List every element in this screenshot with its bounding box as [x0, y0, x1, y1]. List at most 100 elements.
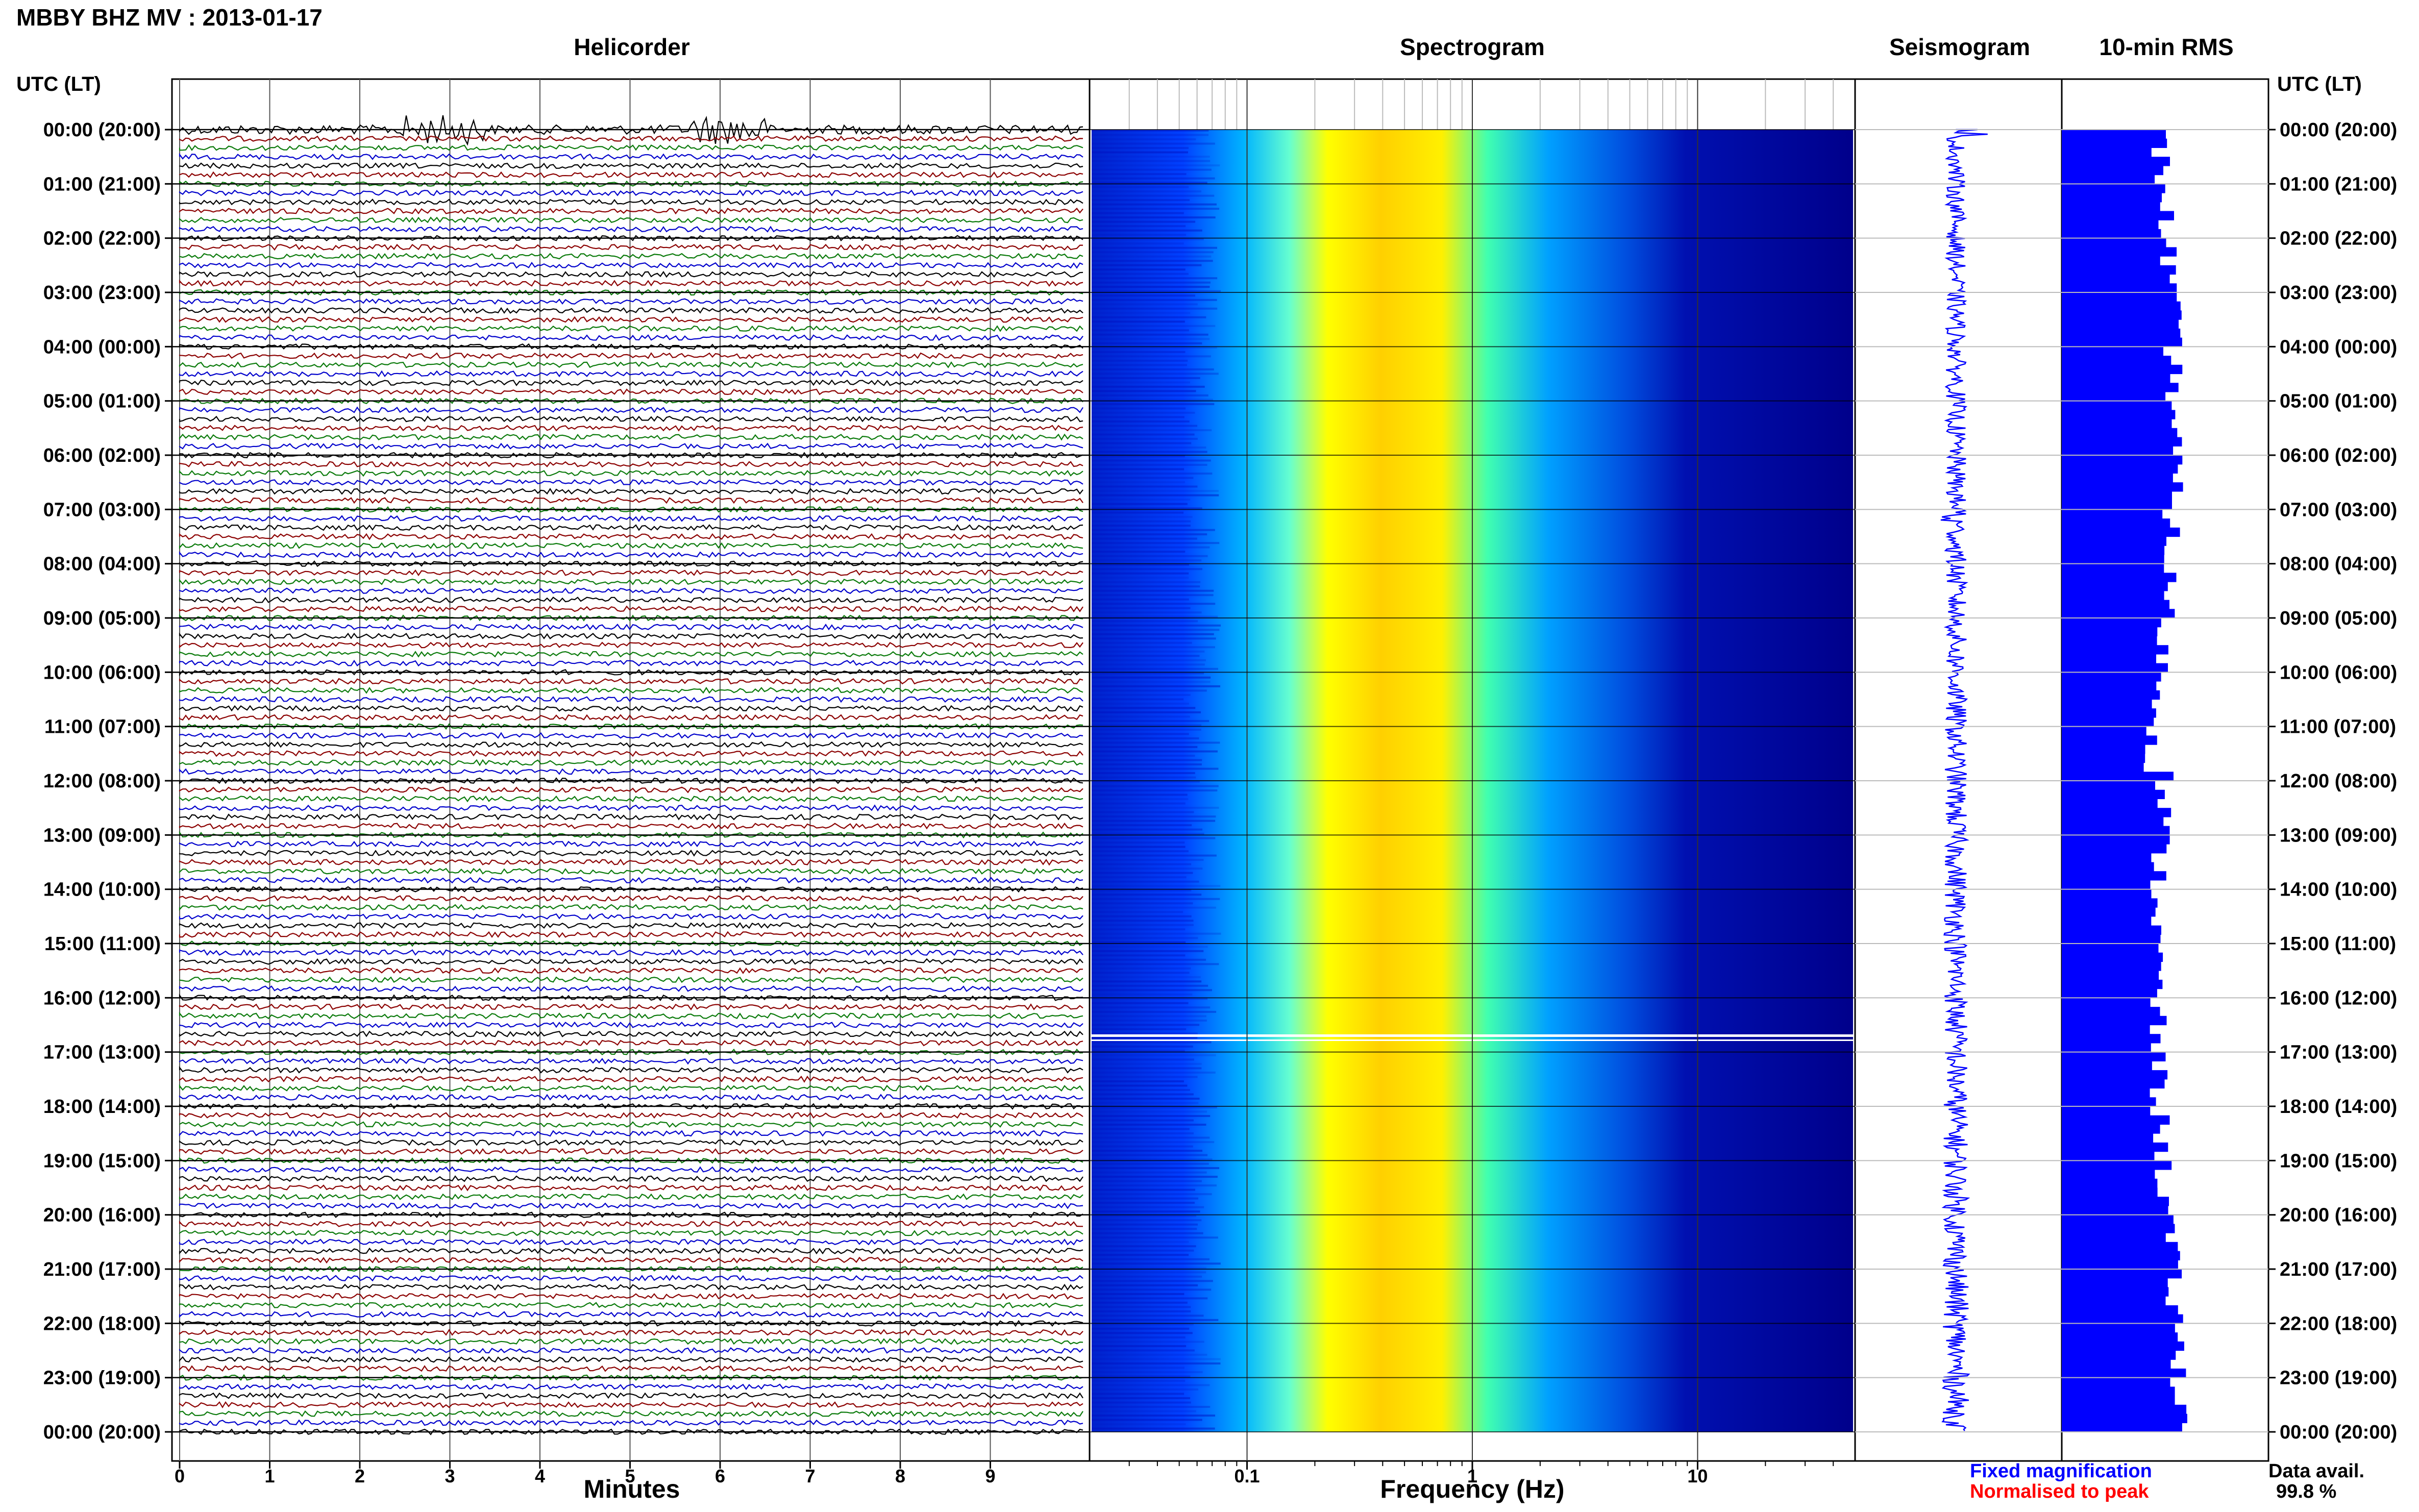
spectrogram-row-streak: [1092, 551, 1186, 553]
spectrogram-row-streak: [1092, 728, 1201, 731]
spectrogram-row-streak: [1092, 724, 1202, 727]
rms-bar: [2062, 1341, 2184, 1351]
spectrogram-row-streak: [1092, 490, 1219, 492]
spectrogram-row-streak: [1092, 537, 1197, 540]
rms-bar: [2062, 971, 2159, 980]
helicorder-trace: [179, 189, 1083, 196]
time-label-right: 02:00 (22:00): [2280, 228, 2397, 250]
spectrogram-row-streak: [1092, 1010, 1217, 1013]
spectrogram-row-streak: [1092, 542, 1220, 544]
spectrogram-row-streak: [1092, 1384, 1210, 1386]
spectrogram-x-tick-label: 1: [1467, 1466, 1477, 1486]
helicorder-trace: [179, 668, 1083, 677]
spectrogram-row-streak: [1092, 364, 1187, 366]
helicorder-trace: [179, 253, 1083, 260]
spectrogram-row-streak: [1092, 611, 1202, 614]
spectrogram-row-streak: [1092, 1293, 1184, 1295]
rms-bar: [2062, 789, 2165, 799]
helicorder-trace: [179, 1130, 1083, 1137]
spectrogram-row-streak: [1092, 407, 1186, 410]
spectrogram-row-streak: [1092, 1275, 1202, 1278]
rms-bar: [2062, 563, 2164, 573]
rms-bar: [2062, 934, 2161, 944]
spectrogram-row-streak: [1092, 346, 1217, 349]
rms-bar: [2062, 518, 2170, 528]
spectrogram-row-streak: [1092, 693, 1191, 696]
helicorder-trace: [179, 696, 1083, 703]
rms-bar: [2062, 1269, 2182, 1279]
spectrogram-row-streak: [1092, 473, 1213, 475]
helicorder-trace: [179, 261, 1083, 269]
helicorder-trace: [179, 524, 1083, 531]
rms-bar: [2062, 735, 2157, 745]
helicorder-trace: [179, 497, 1083, 504]
spectrogram-row-streak: [1092, 303, 1198, 306]
time-label-right: 21:00 (17:00): [2280, 1259, 2397, 1280]
time-label-right: 15:00 (11:00): [2280, 933, 2396, 955]
spectrogram-row-streak: [1092, 333, 1208, 336]
helicorder-trace: [179, 1103, 1083, 1110]
time-label-right: 00:00 (20:00): [2280, 1422, 2397, 1443]
time-label-left: 23:00 (19:00): [43, 1368, 161, 1389]
helicorder-trace: [179, 135, 1083, 142]
spectrogram-row-streak: [1092, 659, 1206, 661]
time-label-right: 05:00 (01:00): [2280, 391, 2397, 412]
helicorder-trace: [179, 759, 1083, 766]
spectrogram-row-streak: [1092, 1067, 1202, 1070]
rms-bar: [2062, 717, 2154, 727]
spectrogram-row-streak: [1092, 1084, 1188, 1087]
rms-bar: [2062, 1015, 2167, 1026]
spectrogram-row-streak: [1092, 954, 1186, 957]
spectrogram-row-streak: [1092, 1323, 1194, 1326]
helicorder-trace: [179, 370, 1083, 378]
spectrogram-row-streak: [1092, 329, 1189, 332]
spectrogram-row-streak: [1092, 429, 1212, 431]
spectrogram-row-streak: [1092, 1080, 1184, 1082]
spectrogram-row-streak: [1092, 828, 1203, 831]
time-label-left: 19:00 (15:00): [43, 1150, 161, 1172]
utc-right-header: UTC (LT): [2277, 73, 2362, 95]
spectrogram-row-streak: [1092, 1214, 1197, 1217]
time-label-left: 00:00 (20:00): [43, 119, 161, 141]
rms-bar: [2062, 898, 2158, 908]
spectrogram-row-streak: [1092, 1284, 1198, 1286]
spectrogram-row-streak: [1092, 1375, 1191, 1378]
rms-bar: [2062, 310, 2182, 320]
spectrogram-row-streak: [1092, 585, 1200, 588]
spectrogram-row-streak: [1092, 937, 1198, 939]
rms-bar: [2062, 193, 2162, 203]
spectrogram-row-streak: [1092, 1332, 1193, 1334]
rms-bar: [2062, 907, 2156, 917]
spectrogram-row-streak: [1092, 581, 1201, 583]
spectrogram-row-streak: [1092, 798, 1189, 800]
rms-bar: [2062, 1142, 2168, 1152]
helicorder-trace: [179, 515, 1083, 522]
spectrogram-row-streak: [1092, 763, 1202, 765]
spectrogram-row-streak: [1092, 264, 1202, 266]
rms-bar: [2062, 1052, 2166, 1061]
fixed-magnification-label: Fixed magnification: [1970, 1460, 2152, 1482]
rms-bar: [2062, 383, 2179, 392]
rms-bar: [2062, 862, 2154, 872]
rms-bar: [2062, 1151, 2155, 1161]
spectrogram-row-streak: [1092, 277, 1218, 280]
rms-bar: [2062, 1296, 2166, 1306]
spectrogram-row-streak: [1092, 499, 1191, 501]
data-avail-label: Data avail.: [2268, 1460, 2364, 1482]
spectrogram-row-streak: [1092, 290, 1221, 292]
helicorder-trace: [179, 922, 1083, 929]
helicorder-title: Helicorder: [574, 34, 690, 60]
helicorder-trace: [179, 994, 1083, 1001]
rms-bar: [2062, 1034, 2161, 1044]
spectrogram-row-streak: [1092, 1367, 1184, 1369]
helicorder-trace: [179, 823, 1083, 830]
spectrogram-panel: 0.1 1 10: [1089, 78, 1856, 1486]
spectrogram-row-streak: [1092, 633, 1214, 635]
rms-bar: [2062, 690, 2160, 700]
time-label-right: 10:00 (06:00): [2280, 662, 2397, 683]
rms-bar: [2062, 184, 2165, 193]
helicorder-trace: [179, 406, 1083, 414]
spectrogram-row-streak: [1092, 377, 1200, 379]
spectrogram-row-streak: [1092, 447, 1206, 449]
rms-bar: [2062, 283, 2177, 293]
